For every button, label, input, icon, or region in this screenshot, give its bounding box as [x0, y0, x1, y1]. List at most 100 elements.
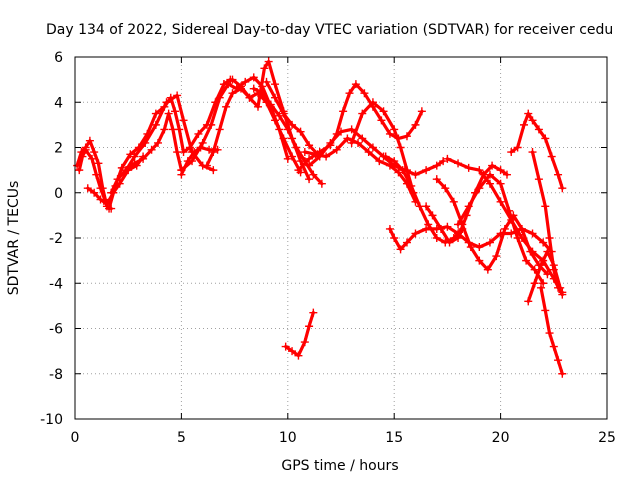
x-axis-label: GPS time / hours [281, 458, 398, 474]
data-point [294, 166, 303, 175]
data-point [407, 181, 416, 190]
series-arc-27 [537, 283, 567, 378]
data-point [528, 247, 537, 256]
data-point [305, 175, 314, 184]
data-point [88, 154, 97, 163]
data-point [94, 159, 103, 168]
data-point [245, 93, 254, 102]
data-point [558, 288, 567, 297]
data-point [288, 347, 297, 356]
data-point [454, 234, 463, 242]
data-point [294, 351, 303, 360]
data-point [417, 107, 426, 116]
series-line [435, 177, 550, 276]
data-point [168, 125, 177, 134]
data-point [151, 109, 160, 118]
data-point [385, 161, 394, 170]
data-point [198, 138, 207, 147]
data-point [173, 148, 182, 157]
data-point [271, 93, 280, 102]
data-point [449, 197, 458, 206]
data-point [141, 138, 150, 147]
y-tick-label: 2 [54, 141, 63, 157]
data-point [305, 322, 314, 331]
data-point [424, 220, 433, 229]
data-point [483, 265, 492, 274]
data-point [215, 93, 224, 102]
data-point [517, 224, 526, 233]
data-point [377, 116, 386, 125]
data-point [117, 163, 126, 172]
data-point [379, 107, 388, 116]
data-point [153, 138, 162, 147]
data-point [183, 157, 192, 166]
data-point [81, 145, 90, 154]
data-point [177, 170, 186, 179]
data-point [249, 73, 258, 82]
data-point [337, 127, 345, 136]
data-point [207, 120, 216, 129]
data-point [428, 211, 437, 220]
data-point [541, 134, 550, 143]
data-point [262, 77, 271, 86]
data-point [260, 64, 269, 73]
data-point [271, 80, 280, 89]
data-point [507, 229, 516, 238]
y-tick-label: -2 [49, 231, 63, 247]
data-point [83, 184, 92, 193]
data-point [554, 356, 563, 365]
data-point [107, 188, 116, 197]
data-point [507, 148, 516, 157]
data-point [288, 120, 297, 129]
data-point [171, 107, 180, 116]
y-tick-label: -4 [49, 276, 63, 292]
x-tick-label: 0 [71, 430, 80, 446]
data-point [202, 161, 211, 170]
data-point [347, 138, 356, 147]
data-point [139, 154, 148, 163]
data-point [271, 116, 280, 125]
data-point [339, 107, 348, 116]
data-point [432, 234, 441, 242]
data-point [236, 82, 245, 91]
data-point [241, 77, 250, 86]
data-point [402, 238, 411, 247]
data-point [500, 224, 509, 233]
series-line [107, 77, 232, 211]
data-point [422, 202, 431, 211]
series-line [350, 100, 415, 195]
data-point [385, 224, 394, 233]
data-point [496, 179, 505, 188]
series-line [284, 311, 315, 358]
data-point [422, 224, 431, 233]
data-point [396, 245, 405, 254]
data-point [92, 170, 101, 179]
data-point [151, 120, 160, 129]
data-point [279, 134, 288, 143]
data-point [296, 127, 305, 136]
data-point [279, 109, 288, 118]
data-point [402, 132, 411, 141]
data-point [545, 234, 554, 242]
data-point [492, 252, 501, 261]
x-tick-label: 25 [598, 430, 616, 446]
data-point [390, 157, 399, 166]
data-point [90, 188, 99, 197]
data-point [396, 143, 405, 152]
y-tick-label: -8 [49, 367, 63, 383]
data-point [432, 175, 441, 184]
data-point [541, 306, 550, 315]
data-point [443, 222, 452, 231]
data-point [485, 179, 494, 188]
data-point [254, 102, 263, 111]
series-line [539, 286, 564, 376]
data-point [360, 89, 369, 98]
data-point [432, 161, 441, 170]
data-point [305, 154, 314, 163]
series-arc-10 [219, 57, 314, 184]
data-point [264, 57, 273, 66]
data-point [281, 342, 290, 351]
data-point [485, 238, 494, 247]
data-point [558, 184, 567, 193]
